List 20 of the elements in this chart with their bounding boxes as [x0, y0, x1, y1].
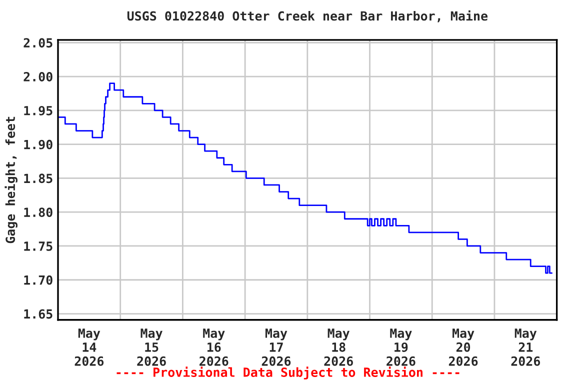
x-tick-label: May 19 2026: [386, 328, 416, 366]
x-tick-label: May 16 2026: [200, 328, 228, 366]
x-tick-label: May 18 2026: [324, 328, 353, 366]
text: ---- Provisional Data Subject to Revision ----: [116, 366, 460, 380]
x-tick-label: May 20 2026: [448, 328, 478, 366]
x-tick-label: May 14 2026: [74, 328, 104, 366]
y-axis-title: Gage height, feet: [4, 116, 18, 244]
x-tick-label: May 17 2026: [262, 328, 291, 366]
y-tick-label: 1.75: [24, 242, 52, 251]
y-tick-label: 2.05: [24, 38, 52, 48]
y-tick-label: 1.70: [24, 275, 52, 285]
y-tick-label: 1.80: [24, 208, 52, 218]
chart-title: USGS 01022840 Otter Creek near Bar Harbor, Maine: [127, 10, 488, 22]
x-tick-label: May 15 2026: [137, 328, 166, 366]
x-tick-label: May 21 2026: [511, 328, 540, 366]
y-tick-label: 1.65: [24, 309, 52, 319]
y-tick-label: 2.00: [24, 72, 52, 82]
y-tick-label: 1.95: [24, 106, 52, 116]
y-tick-label: 1.90: [24, 140, 52, 150]
y-tick-label: 1.85: [24, 174, 52, 184]
